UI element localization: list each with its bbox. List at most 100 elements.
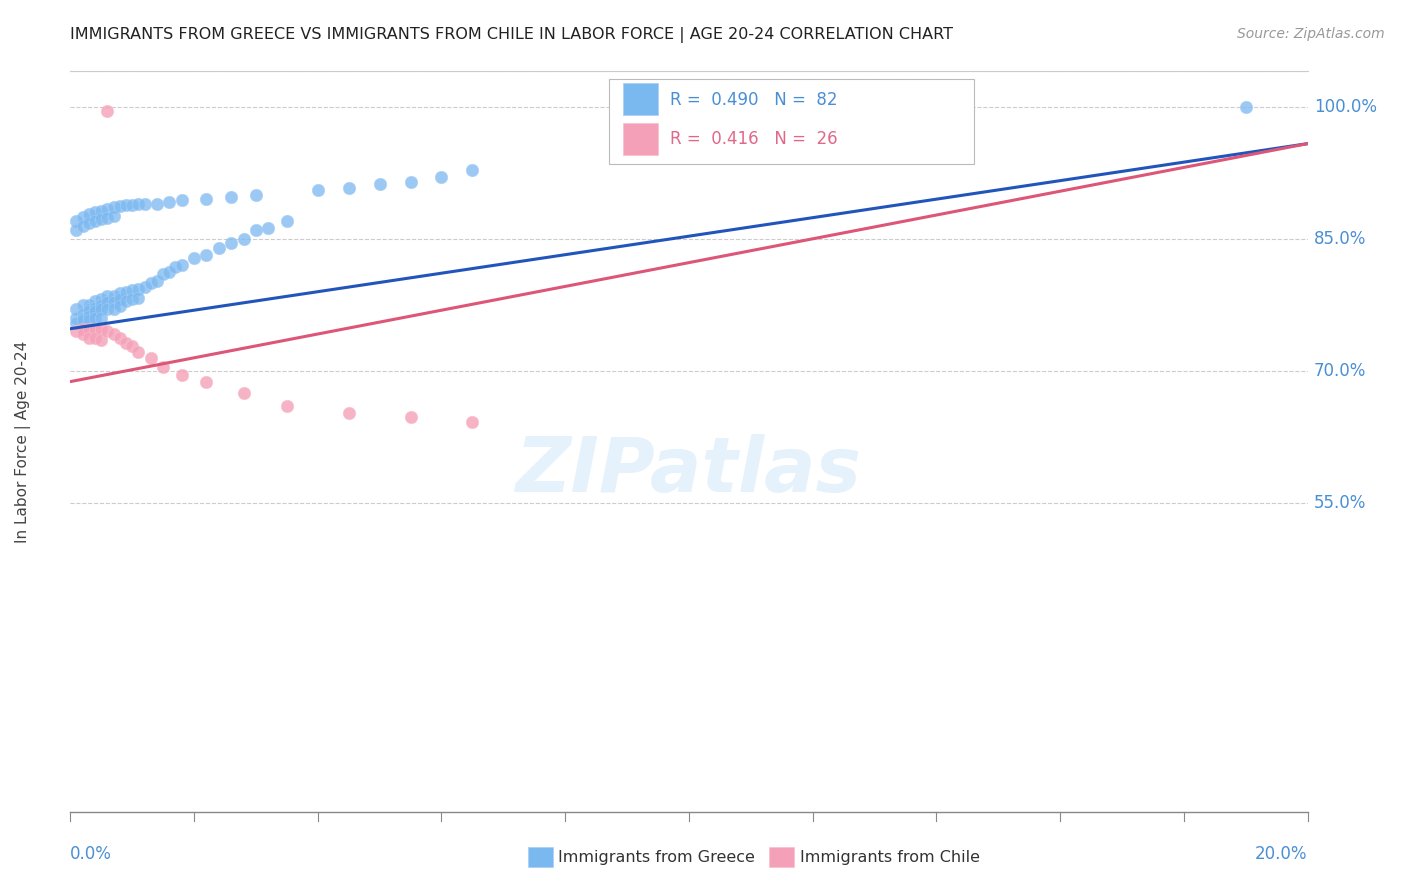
Point: [77, 304, 100, 318]
Point: [72, 307, 94, 321]
Point: [96, 295, 118, 310]
Point: [72, 326, 94, 341]
Point: [257, 221, 280, 235]
Point: [127, 291, 149, 305]
Point: [461, 415, 484, 429]
Point: [103, 326, 125, 341]
Point: [90, 298, 112, 312]
Point: [399, 175, 422, 189]
Point: [276, 399, 298, 413]
Text: 100.0%: 100.0%: [1313, 97, 1376, 116]
Point: [108, 199, 131, 213]
Text: 70.0%: 70.0%: [1313, 362, 1367, 380]
Point: [72, 219, 94, 233]
Point: [139, 276, 162, 290]
Point: [134, 280, 156, 294]
Point: [337, 406, 360, 420]
Point: [65, 316, 87, 330]
Point: [146, 196, 169, 211]
Point: [115, 198, 138, 212]
Point: [90, 292, 112, 306]
Point: [96, 324, 118, 338]
Point: [245, 187, 267, 202]
Point: [219, 189, 242, 203]
Point: [77, 207, 100, 221]
Point: [90, 333, 112, 347]
Point: [115, 335, 138, 350]
Text: 20.0%: 20.0%: [1256, 845, 1308, 863]
Point: [65, 223, 87, 237]
Point: [307, 183, 329, 197]
Text: Immigrants from Greece: Immigrants from Greece: [558, 850, 755, 865]
Point: [108, 292, 131, 306]
Point: [195, 192, 218, 206]
Point: [96, 211, 118, 225]
Point: [77, 298, 100, 312]
Point: [152, 359, 174, 374]
Text: R =  0.490   N =  82: R = 0.490 N = 82: [671, 91, 838, 109]
Point: [103, 302, 125, 317]
Text: Immigrants from Chile: Immigrants from Chile: [800, 850, 980, 865]
Point: [115, 285, 138, 299]
Point: [108, 330, 131, 344]
Point: [232, 386, 254, 401]
Point: [84, 214, 107, 228]
Point: [157, 194, 180, 209]
Point: [134, 197, 156, 211]
Text: Source: ZipAtlas.com: Source: ZipAtlas.com: [1237, 27, 1385, 41]
Point: [121, 339, 143, 353]
Point: [96, 289, 118, 303]
Point: [84, 205, 107, 219]
Point: [195, 248, 218, 262]
Point: [245, 223, 267, 237]
Point: [65, 324, 87, 338]
Point: [232, 232, 254, 246]
Point: [72, 322, 94, 336]
Point: [121, 283, 143, 297]
Point: [103, 200, 125, 214]
Bar: [609, 78, 973, 164]
Point: [65, 302, 87, 317]
Point: [276, 214, 298, 228]
Point: [146, 274, 169, 288]
Point: [183, 251, 205, 265]
Point: [90, 311, 112, 326]
Point: [103, 209, 125, 223]
Point: [65, 214, 87, 228]
Point: [121, 198, 143, 212]
Text: IMMIGRANTS FROM GREECE VS IMMIGRANTS FROM CHILE IN LABOR FORCE | AGE 20-24 CORRE: IMMIGRANTS FROM GREECE VS IMMIGRANTS FRO…: [70, 27, 953, 43]
Point: [157, 265, 180, 279]
Text: R =  0.416   N =  26: R = 0.416 N = 26: [671, 130, 838, 148]
Text: 55.0%: 55.0%: [1313, 494, 1367, 512]
Point: [90, 302, 112, 317]
Point: [77, 302, 100, 317]
Point: [65, 311, 87, 326]
Point: [165, 260, 187, 274]
Point: [72, 210, 94, 224]
Point: [115, 293, 138, 308]
Point: [1234, 100, 1257, 114]
Bar: [623, 123, 658, 155]
Point: [152, 267, 174, 281]
Point: [170, 368, 193, 383]
Point: [84, 322, 107, 336]
Point: [127, 344, 149, 359]
Point: [96, 103, 118, 118]
Point: [77, 330, 100, 344]
Point: [127, 197, 149, 211]
Point: [90, 203, 112, 218]
Point: [430, 170, 453, 185]
Point: [103, 289, 125, 303]
Point: [219, 236, 242, 251]
Point: [103, 295, 125, 310]
Text: In Labor Force | Age 20-24: In Labor Force | Age 20-24: [15, 341, 31, 542]
Point: [121, 292, 143, 306]
Point: [90, 212, 112, 227]
Point: [337, 180, 360, 194]
Text: 85.0%: 85.0%: [1313, 230, 1367, 248]
Bar: [623, 83, 658, 115]
Point: [72, 313, 94, 327]
Point: [108, 286, 131, 301]
Point: [208, 241, 231, 255]
Point: [77, 310, 100, 324]
